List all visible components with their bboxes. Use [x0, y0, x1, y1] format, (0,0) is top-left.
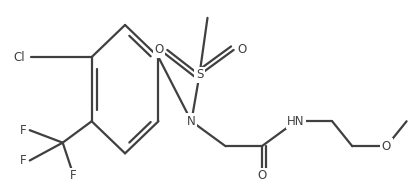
Text: O: O — [382, 140, 391, 153]
Text: F: F — [20, 154, 27, 167]
Text: HN: HN — [287, 115, 305, 128]
Text: N: N — [187, 115, 196, 128]
Text: Cl: Cl — [13, 51, 25, 63]
Text: O: O — [154, 43, 164, 56]
Text: S: S — [196, 68, 203, 81]
Text: F: F — [20, 124, 27, 137]
Text: F: F — [69, 169, 76, 182]
Text: O: O — [257, 169, 266, 182]
Text: O: O — [237, 43, 247, 56]
